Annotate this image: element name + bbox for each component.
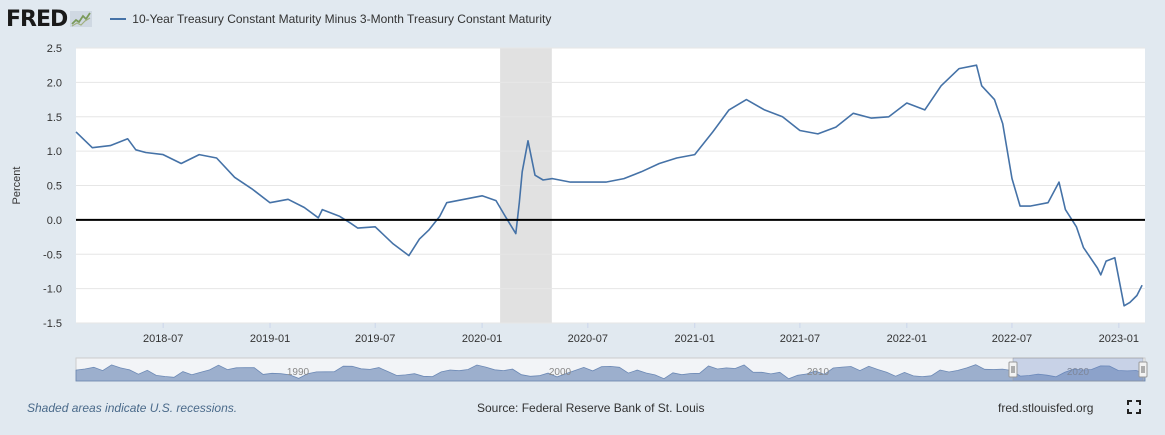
x-tick-label: 2020-07 <box>568 333 608 345</box>
y-tick-label: 2.5 <box>47 43 62 55</box>
x-tick-label: 2021-07 <box>780 333 820 345</box>
y-tick-label: -0.5 <box>43 249 62 261</box>
x-tick-label: 2021-01 <box>675 333 715 345</box>
site-link[interactable]: fred.stlouisfed.org <box>998 401 1094 415</box>
x-tick-label: 2019-01 <box>250 333 290 345</box>
navigator-year-label: 2020 <box>1067 367 1090 378</box>
legend-swatch <box>110 18 127 20</box>
y-tick-label: -1.5 <box>43 318 62 330</box>
x-tick-label: 2022-07 <box>992 333 1032 345</box>
navigator-series-area <box>75 364 1146 382</box>
y-tick-label: 0.0 <box>47 215 62 227</box>
fred-logo[interactable]: FRED <box>6 6 68 32</box>
x-tick-label: 2023-01 <box>1099 333 1139 345</box>
source-note: Source: Federal Reserve Bank of St. Loui… <box>477 401 705 415</box>
navigator-year-label: 2000 <box>549 367 572 378</box>
x-tick-label: 2019-07 <box>355 333 395 345</box>
navigator-left-handle[interactable] <box>1008 361 1018 378</box>
y-tick-label: 0.5 <box>47 181 62 193</box>
x-tick-label: 2022-01 <box>887 333 927 345</box>
series-title[interactable]: 10-Year Treasury Constant Maturity Minus… <box>132 12 552 26</box>
y-tick-label: 1.5 <box>47 112 62 124</box>
y-tick-label: -1.0 <box>43 284 62 296</box>
handle-body[interactable] <box>1008 361 1018 378</box>
y-axis-title: Percent <box>11 167 23 205</box>
x-tick-label: 2018-07 <box>143 333 183 345</box>
fred-logo-graph-icon <box>70 11 93 27</box>
navigator-selection[interactable] <box>1012 357 1144 382</box>
chart-header: FRED 10-Year Treasury Constant Maturity … <box>6 4 551 34</box>
x-tick-label: 2020-01 <box>462 333 502 345</box>
navigator-year-label: 2010 <box>807 367 830 378</box>
handle-body[interactable] <box>1138 361 1148 378</box>
fullscreen-icon[interactable] <box>1127 400 1141 414</box>
series-line[interactable] <box>75 64 1143 307</box>
y-tick-label: 1.0 <box>47 146 62 158</box>
y-tick-label: 2.0 <box>47 77 62 89</box>
navigator[interactable]: 1990 2000 2010 2020 <box>75 357 1148 382</box>
navigator-year-label: 1990 <box>287 367 310 378</box>
chart: 2.5 2.0 1.5 1.0 0.5 0.0 -0.5 -1.0 -1.5 2018-07 201… <box>11 43 1148 382</box>
navigator-right-handle[interactable] <box>1138 361 1148 378</box>
plot-area: 2.5 2.0 1.5 1.0 0.5 0.0 -0.5 -1.0 -1.5 2018-07 201… <box>11 43 1145 345</box>
recession-note: Shaded areas indicate U.S. recessions. <box>27 401 238 415</box>
